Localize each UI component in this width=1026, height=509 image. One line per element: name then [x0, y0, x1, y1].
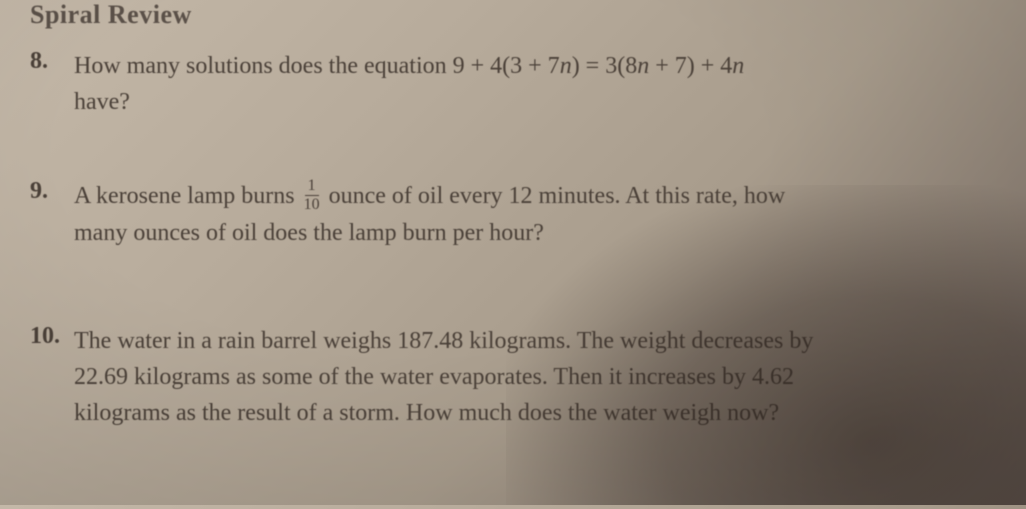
worksheet-page: Spiral Review 8. How many solutions does… [0, 0, 1026, 509]
text-part: many ounces of oil does the lamp burn pe… [74, 220, 544, 246]
problem-8: 8. How many solutions does the equation … [30, 48, 996, 120]
section-header: Spiral Review [30, 0, 996, 30]
text-part: kilograms as the result of a storm. How … [74, 400, 779, 426]
text-part: ) = 3(8 [572, 53, 638, 79]
variable-n: n [732, 53, 744, 79]
text-part: A kerosene lamp burns [74, 183, 301, 209]
problem-10: 10. The water in a rain barrel weighs 18… [30, 323, 996, 431]
problem-number: 10. [30, 323, 74, 431]
text-part: ounce of oil every 12 minutes. At this r… [323, 183, 786, 209]
fraction-numerator: 1 [305, 178, 319, 196]
variable-n: n [637, 53, 649, 79]
problem-9: 9. A kerosene lamp burns 110 ounce of oi… [30, 178, 996, 251]
problem-number: 9. [30, 178, 74, 251]
text-part: + 7) + 4 [649, 53, 732, 79]
problem-text: A kerosene lamp burns 110 ounce of oil e… [74, 178, 785, 251]
problem-text: The water in a rain barrel weighs 187.48… [74, 323, 813, 431]
fraction-one-tenth: 110 [304, 178, 320, 213]
problem-number: 8. [30, 48, 74, 120]
problem-text: How many solutions does the equation 9 +… [74, 48, 744, 120]
text-part: The water in a rain barrel weighs 187.48… [74, 328, 813, 354]
variable-n: n [560, 53, 572, 79]
text-part: 22.69 kilograms as some of the water eva… [74, 364, 794, 390]
fraction-denominator: 10 [304, 196, 320, 213]
text-part: How many solutions does the equation 9 +… [74, 53, 560, 79]
text-part: have? [74, 89, 130, 115]
